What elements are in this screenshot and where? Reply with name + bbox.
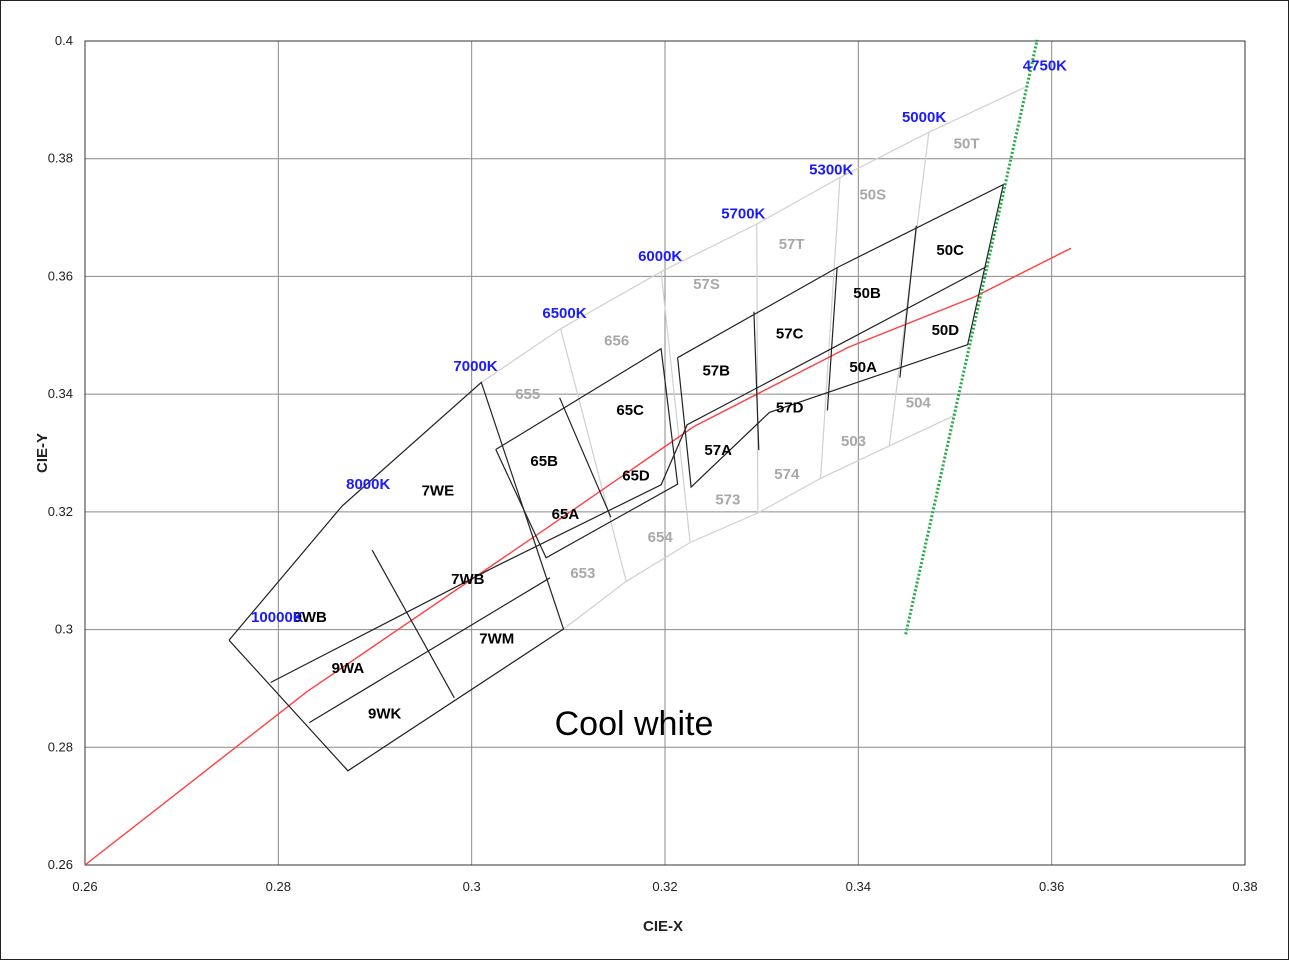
cct-label: 10000K: [251, 609, 304, 626]
bin-label: 65C: [616, 402, 644, 419]
grey-bin-line: [341, 86, 1025, 507]
grey-bin-line: [563, 414, 957, 630]
y-tick-label: 0.26: [48, 857, 73, 872]
bin-label: 654: [648, 529, 674, 546]
bin-label: 65A: [552, 506, 580, 523]
planckian-locus-group: [84, 247, 1072, 866]
grey-bin-line: [820, 177, 841, 479]
boundary-line-group: [904, 39, 1039, 635]
bin-label: 57T: [779, 236, 805, 253]
x-tick-label: 0.28: [266, 879, 291, 894]
dark-bin-line: [308, 577, 551, 724]
grey-bin-lines: [341, 86, 1025, 630]
bin-label: 573: [715, 491, 740, 508]
y-tick-label: 0.32: [48, 504, 73, 519]
y-axis-label: CIE-Y: [34, 433, 51, 473]
plot-border: [84, 40, 1246, 866]
dark-bin-line: [899, 225, 917, 378]
cct-labels: 10000K 8000K 7000K 6500K 6000K 5700K 5300K 5000…: [251, 58, 1067, 626]
bin-label: 7WB: [451, 571, 485, 588]
bin-label: 50T: [954, 135, 980, 152]
planckian-locus: [84, 247, 1072, 866]
bin-label: 653: [570, 565, 595, 582]
grid-lines: [84, 40, 1246, 866]
x-tick-label: 0.34: [846, 879, 871, 894]
x-tick-label: 0.3: [463, 879, 481, 894]
y-tick-label: 0.34: [48, 386, 73, 401]
x-tick-label: 0.26: [72, 879, 97, 894]
bin-label: 7WE: [422, 483, 455, 500]
cct-label: 5300K: [809, 161, 853, 178]
y-tick-label: 0.28: [48, 739, 73, 754]
bin-label: 65D: [622, 467, 650, 484]
x-axis-label: CIE-X: [643, 918, 683, 935]
y-tick-label: 0.38: [48, 151, 73, 166]
cct-label: 5700K: [721, 205, 765, 222]
cct-label: 7000K: [453, 358, 497, 375]
bin-label: 65B: [530, 453, 558, 470]
bin-label: 7WM: [479, 630, 514, 647]
cct-boundary-line: [904, 39, 1039, 635]
bin-label: 9WB: [294, 609, 328, 626]
dark-bin-line: [753, 311, 760, 451]
x-tick-label: 0.32: [652, 879, 677, 894]
bin-label: 656: [604, 333, 629, 350]
bin-label: 57A: [704, 442, 732, 459]
bin-labels: 9WB 9WA 9WK 7WE 7WB 7WM 65B 65A 65C 65D 57B 57A 57C 5…: [294, 135, 980, 722]
dark-bin-line: [270, 265, 988, 684]
y-tick-label: 0.3: [55, 622, 73, 637]
dark-bin-line: [371, 549, 455, 699]
bin-label: 504: [906, 394, 932, 411]
bin-label: 50A: [849, 359, 877, 376]
y-tick-label: 0.36: [48, 268, 73, 283]
grey-bin-line: [756, 223, 759, 514]
bin-label: 57B: [702, 363, 730, 380]
bin-label: 9WA: [332, 660, 365, 677]
bin-label: 50C: [936, 242, 964, 259]
cct-label: 6000K: [638, 248, 682, 265]
bin-label: 50B: [853, 285, 881, 302]
tick-labels: 0.26 0.28 0.3 0.32 0.34 0.36 0.38 0.26 0.28 0.3 0.…: [48, 33, 1258, 894]
y-tick-label: 0.4: [55, 33, 73, 48]
x-tick-label: 0.36: [1039, 879, 1064, 894]
bin-label: 50S: [859, 187, 886, 204]
dark-bin-line: [826, 267, 838, 411]
grey-bin-line: [560, 328, 627, 582]
bin-label: 57S: [693, 276, 720, 293]
bin-label: 655: [515, 386, 540, 403]
bin-label: 57C: [776, 326, 804, 343]
cct-label: 5000K: [902, 109, 946, 126]
cct-label: 8000K: [346, 476, 390, 493]
bin-label: 57D: [776, 400, 804, 417]
x-tick-label: 0.38: [1232, 879, 1257, 894]
cool-white-annotation: Cool white: [555, 705, 714, 743]
bin-label: 50D: [932, 322, 960, 339]
bin-label: 503: [841, 433, 866, 450]
bin-label: 9WK: [368, 706, 402, 723]
cct-label: 6500K: [542, 305, 586, 322]
dark-bin-lines: [228, 183, 1005, 772]
cct-label: 4750K: [1023, 58, 1067, 75]
dark-bin-line: [495, 347, 679, 559]
grey-bin-line: [660, 271, 691, 543]
dark-bin-line: [559, 397, 612, 518]
bin-label: 574: [774, 466, 800, 483]
